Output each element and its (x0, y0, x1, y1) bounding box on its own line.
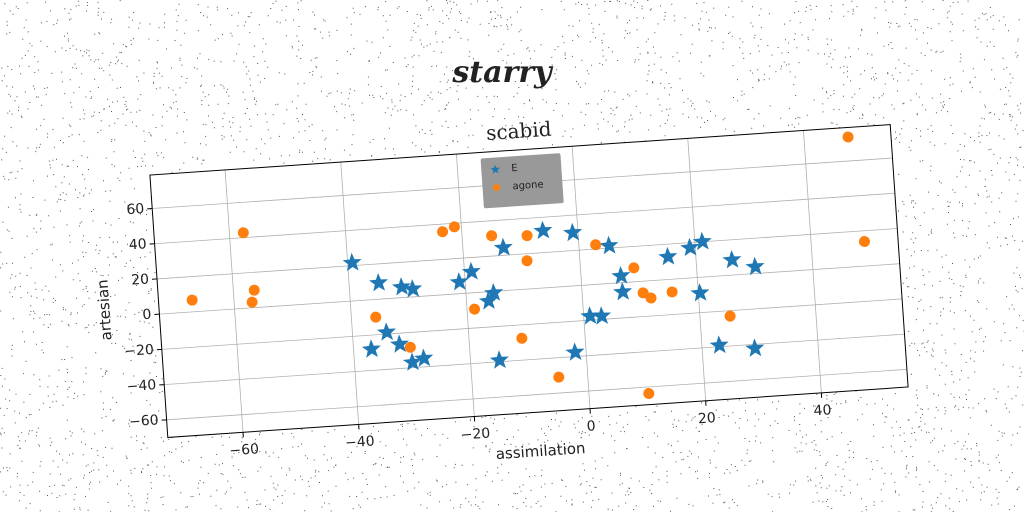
star-point (342, 252, 362, 272)
x-axis-label: assimilation (495, 439, 586, 463)
y-axis-label: artesian (93, 279, 115, 341)
chart-title: scabid (485, 117, 552, 145)
star-point (484, 282, 504, 302)
x-tick-label: −40 (345, 433, 376, 451)
star-point (745, 256, 765, 276)
x-tick-label: 20 (697, 410, 716, 427)
legend-label: E (511, 163, 518, 174)
y-tick-label: −40 (126, 377, 157, 395)
circle-point (493, 183, 501, 191)
star-point (690, 283, 710, 302)
circle-point (628, 262, 640, 274)
star-point (722, 249, 742, 269)
star-point (403, 279, 423, 298)
legend-label: agone (512, 179, 544, 192)
star-point (680, 237, 700, 257)
circle-point (516, 332, 528, 344)
circle-point (521, 255, 533, 267)
circle-point (645, 292, 657, 304)
grid-line (803, 130, 822, 393)
star-point (402, 352, 422, 371)
grid-line (159, 263, 900, 315)
y-tick-label: 40 (128, 236, 147, 253)
star-point (478, 291, 498, 310)
star-point (533, 220, 553, 240)
x-tick-label: −20 (460, 426, 491, 444)
circle-point (521, 230, 533, 242)
star-point (493, 237, 513, 257)
y-tick-label: −60 (129, 412, 160, 430)
y-tick-label: 0 (142, 307, 152, 324)
grid-line (156, 228, 898, 280)
circle-point (370, 311, 382, 323)
page-title: starry (451, 55, 554, 90)
star-point (563, 222, 583, 242)
x-tick-label: 0 (586, 418, 596, 435)
circle-point (246, 296, 258, 308)
star-point (361, 339, 381, 358)
star-point (368, 272, 388, 292)
star-point (449, 272, 469, 291)
star-point (580, 306, 600, 325)
grid-line (340, 161, 360, 425)
star-point (390, 334, 409, 353)
circle-point (553, 371, 565, 383)
circle-point (637, 287, 649, 299)
star-point (692, 231, 712, 251)
circle-point (448, 221, 460, 233)
y-tick-label: −20 (124, 342, 155, 360)
grid-line (687, 138, 707, 401)
x-tick-label: 40 (813, 402, 832, 419)
circle-point (237, 227, 249, 239)
star-point (461, 261, 481, 281)
star-point (391, 277, 411, 296)
star-point (490, 164, 501, 174)
grid-line (154, 192, 895, 245)
circle-point (643, 387, 655, 399)
plot-frame (149, 124, 909, 438)
star-point (565, 342, 585, 361)
circle-point (248, 284, 260, 296)
circle-point (186, 294, 198, 306)
star-point (591, 306, 612, 325)
star-point (658, 246, 678, 266)
grid-line (571, 146, 591, 409)
x-tick-label: −60 (229, 441, 260, 459)
grid-line (456, 154, 475, 417)
circle-point (590, 239, 602, 251)
legend-box (480, 153, 564, 209)
grid-line (161, 298, 903, 350)
plot-area (149, 124, 909, 438)
chart: scabid assimilation artesian −60 −40 −20 0 2… (93, 117, 909, 463)
circle-point (666, 286, 678, 298)
star-point (709, 335, 729, 354)
circle-point (469, 303, 481, 315)
star-point (611, 265, 631, 285)
circle-point (842, 131, 854, 143)
star-point (376, 322, 396, 341)
circle-point (437, 226, 449, 238)
star-point (414, 348, 434, 367)
grid-line (164, 333, 905, 385)
grid-line (166, 368, 907, 421)
star-point (489, 350, 509, 369)
circle-point (724, 310, 736, 322)
y-tick-label: 20 (131, 272, 150, 289)
grid-line (224, 169, 244, 433)
y-tick-label: 60 (126, 201, 145, 218)
star-point (612, 281, 633, 301)
star-point (745, 338, 765, 357)
star-point (599, 235, 619, 255)
circle-point (486, 230, 498, 242)
circle-point (858, 235, 870, 247)
circle-point (404, 341, 416, 353)
